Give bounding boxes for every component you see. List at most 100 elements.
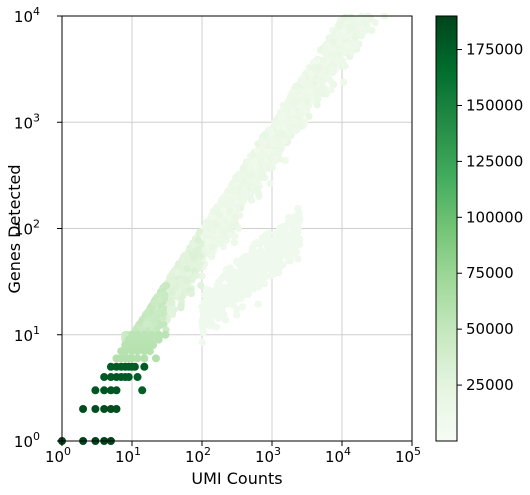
density-point (207, 301, 215, 309)
density-point (159, 309, 168, 317)
density-point (362, 13, 370, 21)
density-point (321, 48, 329, 56)
density-point (281, 156, 289, 165)
density-point (225, 206, 234, 215)
density-point (343, 41, 351, 49)
density-point (234, 283, 242, 291)
density-point (267, 135, 275, 144)
data-point (133, 347, 142, 356)
x-tick-label: 102 (185, 445, 211, 466)
data-point (128, 347, 136, 356)
density-point (199, 329, 208, 337)
density-point (329, 48, 337, 56)
density-point (183, 255, 192, 263)
data-point (133, 373, 142, 382)
density-point (225, 231, 234, 239)
density-point (250, 247, 258, 255)
data-point (106, 405, 115, 414)
density-point (275, 269, 283, 277)
density-point (183, 265, 191, 273)
density-point (311, 63, 319, 72)
density-point (151, 299, 159, 307)
colorbar-tick-label: 100000 (466, 208, 523, 226)
density-point (198, 272, 206, 280)
density-point (142, 320, 150, 328)
density-point (305, 87, 314, 95)
density-point (347, 13, 355, 21)
density-point (257, 255, 265, 263)
density-point (371, 19, 379, 27)
data-point (100, 386, 109, 395)
data-point (140, 347, 149, 356)
density-point (292, 238, 300, 246)
x-tick-label: 104 (325, 445, 351, 466)
density-point (250, 240, 259, 248)
density-point (307, 70, 316, 78)
density-point (340, 78, 348, 86)
density-point (198, 320, 206, 328)
density-point (239, 196, 247, 205)
density-point (265, 229, 273, 237)
density-point (320, 56, 328, 64)
density-point (225, 276, 233, 284)
data-point (151, 354, 160, 363)
density-point (179, 259, 187, 268)
density-point (349, 21, 357, 29)
density-point (276, 155, 284, 163)
density-point (229, 301, 237, 309)
density-point (291, 117, 299, 126)
density-point (266, 179, 274, 188)
density-point (279, 261, 287, 269)
y-tick-label: 104 (14, 5, 40, 26)
y-tick-label: 100 (14, 430, 40, 451)
data-point (106, 362, 115, 371)
data-point (79, 405, 88, 414)
density-point (274, 233, 283, 241)
density-point (168, 310, 177, 319)
colorbar-tick-label: 125000 (466, 152, 523, 170)
colorbar-tick-label: 50000 (466, 320, 514, 338)
density-point (161, 291, 169, 299)
colorbar-tick-label: 25000 (466, 376, 514, 394)
density-point (234, 224, 243, 232)
density-point (341, 62, 349, 70)
density-point (351, 33, 359, 41)
density-point (160, 320, 168, 328)
data-point (140, 362, 149, 371)
density-point (230, 238, 238, 246)
data-point (91, 386, 100, 395)
density-point (212, 323, 221, 331)
density-point (209, 227, 217, 235)
density-point (254, 300, 262, 308)
density-point (267, 252, 275, 260)
density-point (253, 184, 261, 192)
data-point (106, 386, 115, 395)
density-point (211, 219, 220, 228)
density-point (290, 223, 298, 231)
density-point (318, 79, 326, 87)
density-point (260, 139, 268, 147)
density-point (220, 221, 228, 229)
data-point (106, 373, 115, 382)
density-point (360, 27, 368, 35)
density-point (202, 312, 210, 320)
density-point (246, 171, 254, 179)
colorbar-ticks: 25000 50000 75000 100000 125000 150000 175000 (457, 41, 523, 394)
density-point (289, 98, 297, 106)
density-point (303, 97, 311, 105)
data-point (154, 330, 163, 339)
data-point (121, 347, 130, 356)
density-point (206, 287, 214, 295)
density-point (223, 300, 232, 308)
density-point (282, 104, 290, 113)
data-point (138, 386, 147, 395)
density-point (293, 217, 301, 226)
density-point (246, 272, 254, 280)
density-point (192, 250, 200, 258)
density-point (236, 171, 244, 179)
density-point (326, 76, 334, 84)
density-point (276, 128, 285, 137)
density-point (225, 283, 233, 291)
colorbar (435, 15, 458, 442)
y-axis-label: Genes Detected (5, 165, 24, 294)
